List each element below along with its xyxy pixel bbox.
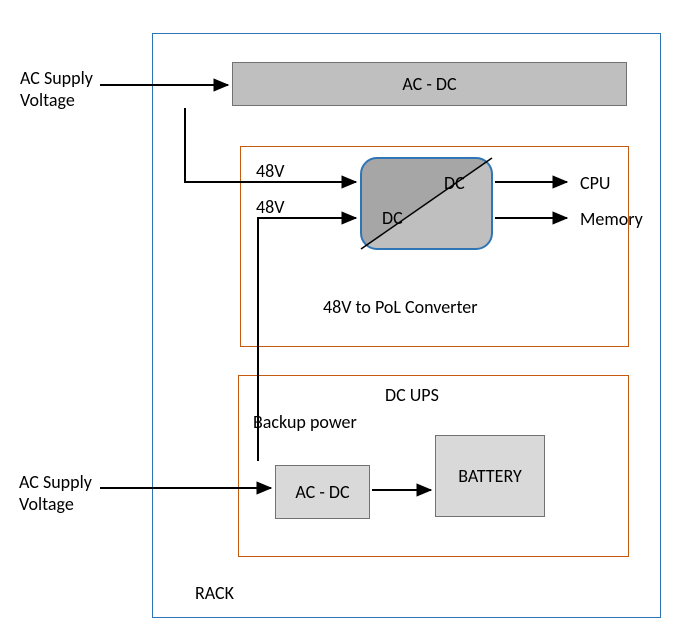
connectors: [0, 0, 693, 643]
